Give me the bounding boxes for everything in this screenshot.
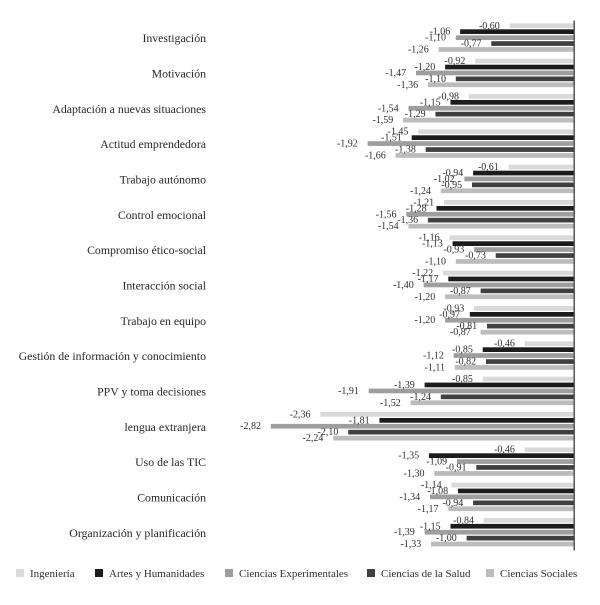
svg-text:-1,52: -1,52 <box>380 398 401 409</box>
svg-text:-1,14: -1,14 <box>421 480 442 491</box>
svg-text:-0,98: -0,98 <box>438 91 459 102</box>
svg-text:-0,81: -0,81 <box>456 321 477 332</box>
svg-text:-1,11: -1,11 <box>425 362 445 373</box>
svg-text:-0,94: -0,94 <box>442 168 463 179</box>
svg-text:Trabajo en equipo: Trabajo en equipo <box>121 314 207 328</box>
svg-text:-1,54: -1,54 <box>378 221 399 232</box>
svg-text:-1,34: -1,34 <box>399 492 420 503</box>
svg-text:Control emocional: Control emocional <box>118 208 207 222</box>
svg-text:-0,87: -0,87 <box>450 327 471 338</box>
svg-text:-2,10: -2,10 <box>318 427 339 438</box>
svg-text:-0,73: -0,73 <box>465 251 486 262</box>
svg-text:-1,47: -1,47 <box>385 68 406 79</box>
svg-text:-1,20: -1,20 <box>414 292 435 303</box>
svg-text:-1,02: -1,02 <box>434 174 455 185</box>
svg-text:-2,24: -2,24 <box>303 433 324 444</box>
svg-text:-1,20: -1,20 <box>414 315 435 326</box>
svg-text:Gestión de información y conoc: Gestión de información y conocimiento <box>19 349 206 363</box>
svg-text:-1,12: -1,12 <box>423 351 444 362</box>
svg-text:-1,10: -1,10 <box>425 257 446 268</box>
svg-text:-1,91: -1,91 <box>338 386 359 397</box>
svg-text:Uso de las TIC: Uso de las TIC <box>135 455 206 469</box>
svg-text:-0,46: -0,46 <box>494 339 515 350</box>
svg-text:-1,66: -1,66 <box>365 151 386 162</box>
svg-text:-0,92: -0,92 <box>445 56 466 67</box>
svg-text:-1,36: -1,36 <box>397 80 418 91</box>
svg-text:-1,16: -1,16 <box>419 233 440 244</box>
svg-text:-0,93: -0,93 <box>443 245 464 256</box>
svg-text:Actitud emprendedora: Actitud emprendedora <box>100 137 207 151</box>
svg-text:-1,24: -1,24 <box>410 186 431 197</box>
svg-text:Adaptación a nuevas situacione: Adaptación a nuevas situaciones <box>52 102 206 116</box>
svg-text:-1,21: -1,21 <box>413 197 434 208</box>
svg-text:-2,36: -2,36 <box>290 409 311 420</box>
svg-text:-0,95: -0,95 <box>441 180 462 191</box>
svg-text:lengua extranjera: lengua extranjera <box>124 420 206 434</box>
svg-text:Trabajo autónomo: Trabajo autónomo <box>120 173 206 187</box>
svg-text:-1,10: -1,10 <box>425 33 446 44</box>
svg-text:-1,92: -1,92 <box>337 139 358 150</box>
svg-text:-1,33: -1,33 <box>400 539 421 550</box>
svg-text:-1,45: -1,45 <box>388 127 409 138</box>
svg-text:-1,09: -1,09 <box>426 457 447 468</box>
svg-text:-1,17: -1,17 <box>418 504 439 515</box>
svg-text:-0,85: -0,85 <box>452 345 473 356</box>
svg-text:-1,56: -1,56 <box>376 209 397 220</box>
svg-text:-1,06: -1,06 <box>429 27 450 38</box>
svg-text:-1,24: -1,24 <box>410 392 431 403</box>
svg-text:-1,15: -1,15 <box>420 97 441 108</box>
svg-text:-0,85: -0,85 <box>452 374 473 385</box>
svg-text:-1,51: -1,51 <box>381 133 402 144</box>
svg-text:-1,20: -1,20 <box>414 62 435 73</box>
svg-text:-2,82: -2,82 <box>240 421 261 432</box>
svg-text:-1,81: -1,81 <box>349 415 370 426</box>
svg-text:-0,97: -0,97 <box>439 309 460 320</box>
svg-text:Comunicación: Comunicación <box>137 491 206 505</box>
svg-text:Ingeniería: Ingeniería <box>30 568 75 580</box>
svg-text:-1,26: -1,26 <box>408 45 429 56</box>
svg-text:Ciencias Experimentales: Ciencias Experimentales <box>239 568 348 580</box>
svg-text:-0,46: -0,46 <box>494 445 515 456</box>
svg-text:-1,10: -1,10 <box>425 74 446 85</box>
svg-text:-1,22: -1,22 <box>412 268 433 279</box>
svg-text:-1,40: -1,40 <box>393 280 414 291</box>
svg-text:-1,35: -1,35 <box>398 451 419 462</box>
svg-text:Ciencias de la Salud: Ciencias de la Salud <box>381 568 471 580</box>
svg-text:Investigación: Investigación <box>142 31 206 45</box>
svg-text:-1,39: -1,39 <box>394 527 415 538</box>
svg-text:-0,82: -0,82 <box>455 357 476 368</box>
svg-text:-0,91: -0,91 <box>446 463 467 474</box>
svg-text:-1,08: -1,08 <box>427 486 448 497</box>
svg-text:Ciencias Sociales: Ciencias Sociales <box>500 568 577 580</box>
svg-text:-1,13: -1,13 <box>422 239 443 250</box>
svg-text:Artes y Humanidades: Artes y Humanidades <box>109 568 204 580</box>
svg-text:Interacción social: Interacción social <box>122 279 206 293</box>
svg-text:-1,17: -1,17 <box>418 274 439 285</box>
svg-text:Organización y planificación: Organización y planificación <box>69 526 206 540</box>
svg-text:-1,39: -1,39 <box>394 380 415 391</box>
svg-text:-1,36: -1,36 <box>397 215 418 226</box>
svg-text:-1,54: -1,54 <box>378 103 399 114</box>
svg-text:-1,38: -1,38 <box>395 145 416 156</box>
svg-text:-0,94: -0,94 <box>442 498 463 509</box>
svg-text:PPV y toma decisiones: PPV y toma decisiones <box>97 385 206 399</box>
svg-text:-1,15: -1,15 <box>420 521 441 532</box>
svg-text:Compromiso ético-social: Compromiso ético-social <box>87 243 207 257</box>
svg-text:Motivación: Motivación <box>152 67 206 81</box>
svg-text:-0,77: -0,77 <box>461 39 482 50</box>
svg-text:-1,59: -1,59 <box>372 115 393 126</box>
svg-text:-0,87: -0,87 <box>450 286 471 297</box>
svg-text:-1,00: -1,00 <box>436 533 457 544</box>
svg-text:-1,28: -1,28 <box>406 203 427 214</box>
svg-text:-0,84: -0,84 <box>453 515 474 526</box>
svg-text:-0,93: -0,93 <box>443 303 464 314</box>
svg-text:-1,30: -1,30 <box>404 468 425 479</box>
svg-text:-0,60: -0,60 <box>479 21 500 32</box>
svg-text:-0,61: -0,61 <box>478 162 499 173</box>
svg-text:-1,29: -1,29 <box>405 109 426 120</box>
